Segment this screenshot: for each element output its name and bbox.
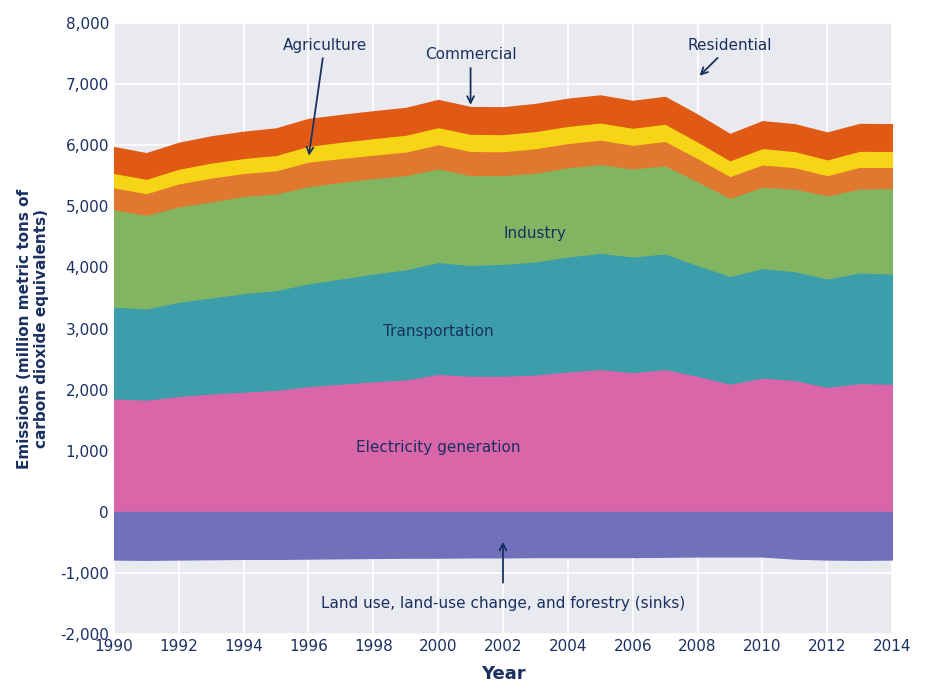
Text: Electricity generation: Electricity generation (356, 440, 520, 455)
Text: Agriculture: Agriculture (282, 38, 366, 154)
X-axis label: Year: Year (480, 665, 525, 683)
Text: Commercial: Commercial (425, 48, 515, 103)
Text: Land use, land-use change, and forestry (sinks): Land use, land-use change, and forestry … (321, 596, 684, 611)
Y-axis label: Emissions (million metric tons of
carbon dioxide equivalents): Emissions (million metric tons of carbon… (17, 188, 49, 468)
Text: Industry: Industry (503, 226, 566, 241)
Text: Transportation: Transportation (383, 324, 493, 339)
Text: Residential: Residential (687, 38, 771, 74)
